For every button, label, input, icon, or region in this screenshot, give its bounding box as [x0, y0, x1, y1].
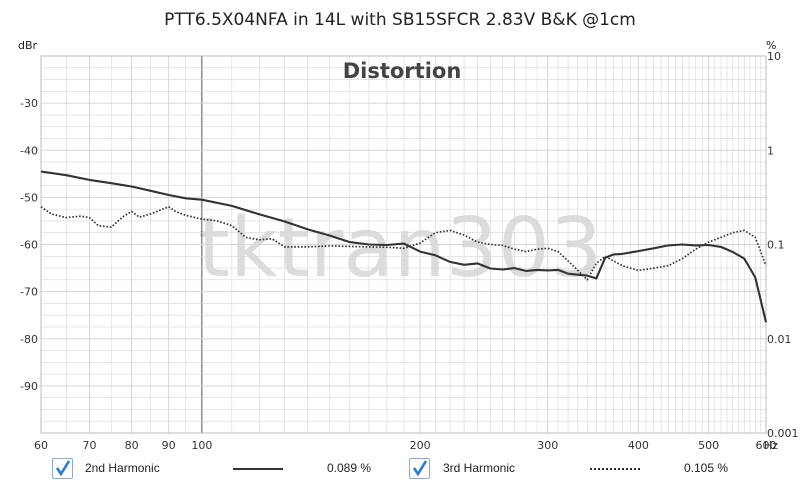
- x-tick-label: 600: [756, 439, 777, 452]
- x-tick-label: 500: [698, 439, 719, 452]
- y-tick-label-left: -60: [20, 239, 38, 252]
- check-icon: [412, 460, 428, 477]
- left-axis-unit: dBr: [18, 39, 38, 52]
- y-tick-label-left: -40: [20, 144, 38, 157]
- y-tick-label-left: -70: [20, 286, 38, 299]
- x-tick-label: 70: [83, 439, 97, 452]
- legend-label-3rd-harmonic: 3rd Harmonic: [443, 461, 516, 475]
- x-tick-label: 80: [125, 439, 139, 452]
- y-tick-label-left: -30: [20, 97, 38, 110]
- distortion-chart: PTT6.5X04NFA in 14L with SB15SFCR 2.83V …: [18, 10, 799, 452]
- legend-value-3rd-harmonic: 0.105 %: [684, 461, 729, 475]
- x-tick-label: 90: [162, 439, 176, 452]
- x-tick-label: 400: [628, 439, 649, 452]
- x-axis-unit: Hz: [764, 439, 778, 452]
- legend-swatch-dotted: [590, 468, 640, 470]
- x-tick-label: 100: [191, 439, 212, 452]
- y-tick-label-left: -50: [20, 191, 38, 204]
- x-tick-label: 200: [410, 439, 431, 452]
- y-tick-label-right: 0.1: [767, 239, 785, 252]
- plot-frame: [40, 55, 767, 434]
- y-tick-label-right: 0.01: [767, 333, 792, 346]
- y-tick-label-left: -80: [20, 333, 38, 346]
- legend-label-2nd-harmonic: 2nd Harmonic: [85, 461, 160, 475]
- y-tick-label-right: 10: [767, 50, 781, 63]
- y-tick-label-left: -90: [20, 380, 38, 393]
- right-axis-unit: %: [766, 39, 776, 52]
- y-tick-label-right: 0.001: [767, 427, 799, 440]
- legend: 2nd Harmonic 0.089 % 3rd Harmonic 0.105 …: [0, 455, 800, 483]
- legend-value-2nd-harmonic: 0.089 %: [327, 461, 372, 475]
- legend-swatch-solid: [233, 468, 283, 470]
- chart-heading: Distortion: [343, 59, 462, 83]
- y-tick-label-right: 1: [767, 144, 774, 157]
- checkbox-3rd-harmonic[interactable]: [409, 458, 430, 479]
- x-tick-label: 300: [537, 439, 558, 452]
- series-2nd-harmonic: [40, 170, 768, 323]
- series-3rd-harmonic: [40, 205, 767, 281]
- x-tick-label: 60: [34, 439, 48, 452]
- checkbox-2nd-harmonic[interactable]: [52, 458, 73, 479]
- chart-title: PTT6.5X04NFA in 14L with SB15SFCR 2.83V …: [164, 10, 636, 30]
- check-icon: [55, 460, 71, 477]
